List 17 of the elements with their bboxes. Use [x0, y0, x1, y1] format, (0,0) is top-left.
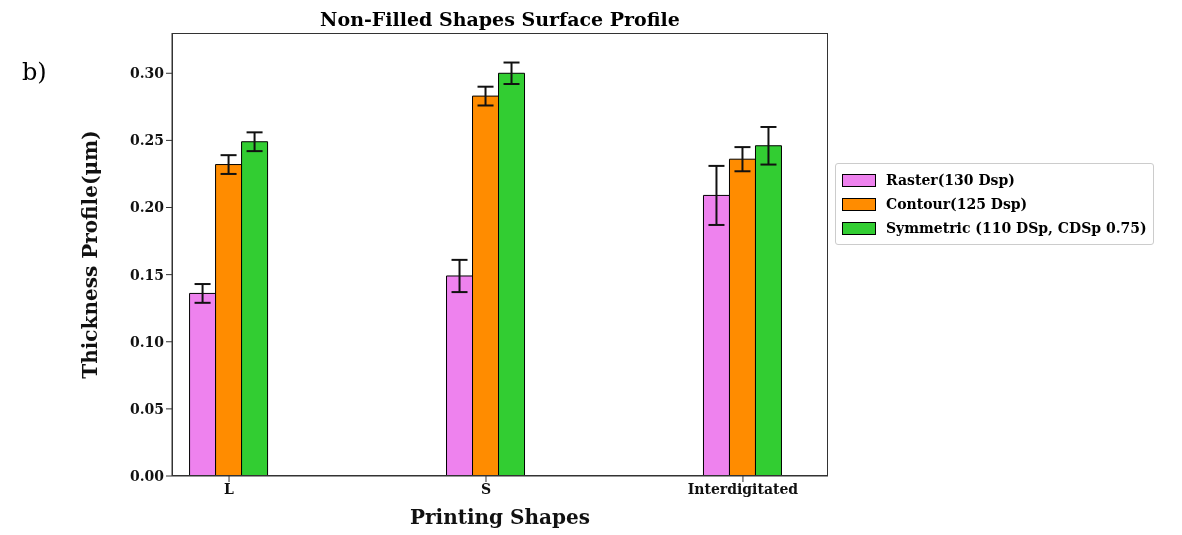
- legend-label: Raster(130 Dsp): [886, 171, 1015, 190]
- x-tick-label: L: [224, 480, 235, 497]
- x-tick-label: Interdigitated: [687, 480, 799, 497]
- y-tick-label: 0.20: [129, 199, 165, 216]
- y-tick-label: 0.30: [129, 65, 165, 82]
- legend-label: Symmetric (110 DSp, CDSp 0.75): [886, 219, 1147, 238]
- text: b): [22, 58, 47, 86]
- y-tick-label: 0.05: [129, 400, 164, 417]
- x-axis-title: Printing Shapes: [410, 505, 590, 529]
- y-tick-label: 0.00: [129, 467, 165, 484]
- chart-title: Non-Filled Shapes Surface Profile: [319, 8, 681, 30]
- y-tick-label: 0.10: [129, 333, 165, 350]
- y-tick-label: 0.25: [129, 132, 164, 149]
- y-axis-title: Thickness Profile(μm): [78, 130, 103, 379]
- legend-label: Contour(125 Dsp): [886, 195, 1028, 214]
- x-tick-label: S: [480, 480, 492, 497]
- y-tick-label: 0.15: [129, 266, 164, 283]
